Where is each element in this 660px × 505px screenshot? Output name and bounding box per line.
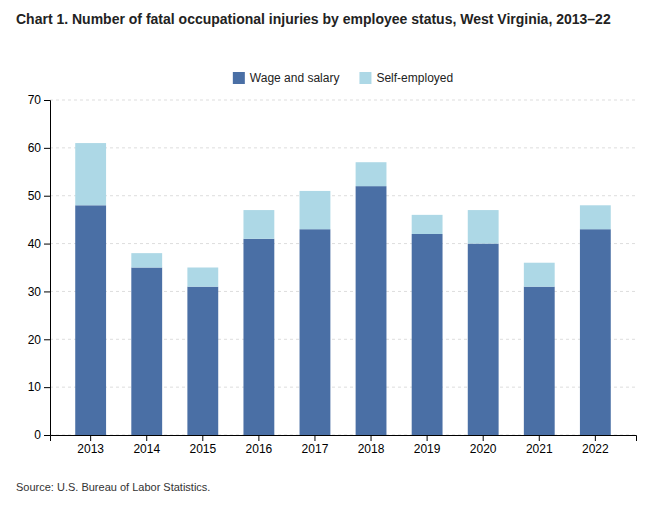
tick-mark <box>483 435 484 441</box>
x-axis: 2013 2014 2015 2016 2017 2018 2019 2020 2021 2022 <box>51 435 637 456</box>
tick-label: 2015 <box>189 442 216 456</box>
tick-mark <box>595 435 596 441</box>
tick-mark <box>44 387 50 388</box>
tick-mark <box>44 148 50 149</box>
series <box>75 186 611 435</box>
tick-mark <box>202 435 203 441</box>
tick: 2013 <box>77 435 104 456</box>
tick-label: 2018 <box>358 442 385 456</box>
bar <box>524 263 555 287</box>
bar <box>243 210 274 239</box>
grid-line <box>50 147 636 148</box>
legend-swatch <box>359 72 371 84</box>
axis-line <box>44 101 51 436</box>
tick-mark <box>44 196 50 197</box>
tick: 2015 <box>189 435 216 456</box>
bars <box>75 143 611 435</box>
axis-line <box>51 436 637 442</box>
title: Chart 1. Number of fatal occupational in… <box>16 11 611 27</box>
tick-label: 2013 <box>77 442 104 456</box>
legend-item: Wage and salary <box>233 71 340 85</box>
legend-label: Self-employed <box>376 71 453 85</box>
tick: 2020 <box>470 435 497 456</box>
bar <box>356 186 387 435</box>
tick-label: 2019 <box>414 442 441 456</box>
tick: 2014 <box>133 435 160 456</box>
bar <box>412 215 443 234</box>
title-line: Chart 1. Number of fatal occupational in… <box>16 11 611 27</box>
bar <box>131 268 162 436</box>
bar <box>412 234 443 435</box>
legend-swatch <box>233 72 245 84</box>
grid-line <box>50 195 636 196</box>
tick-mark <box>539 435 540 441</box>
bar <box>468 244 499 435</box>
tick-label: 10 <box>28 380 42 394</box>
tick-mark <box>44 435 50 436</box>
tick-label: 2017 <box>302 442 329 456</box>
legend-item: Self-employed <box>359 71 453 85</box>
bar <box>356 162 387 186</box>
bar <box>131 253 162 267</box>
bar <box>75 205 106 435</box>
tick: 2019 <box>414 435 441 456</box>
tick-mark <box>146 435 147 441</box>
bar <box>187 268 218 287</box>
plot: 0102030405060702013201420152016201720182… <box>28 93 637 455</box>
bar <box>580 229 611 435</box>
tick-label: 0 <box>34 428 41 442</box>
tick-mark <box>427 435 428 441</box>
bar <box>75 143 106 205</box>
tick-label: 2020 <box>470 442 497 456</box>
tick-mark <box>371 435 372 441</box>
tick: 50 <box>28 189 50 203</box>
bar <box>187 287 218 435</box>
tick: 10 <box>28 380 50 394</box>
legend: Wage and salary Self-employed <box>233 71 453 85</box>
bar <box>300 191 331 229</box>
tick-label: 50 <box>28 189 42 203</box>
tick-mark <box>44 244 50 245</box>
tick-label: 20 <box>28 333 42 347</box>
bar <box>243 239 274 435</box>
bar <box>580 205 611 229</box>
bar <box>468 210 499 244</box>
tick-mark <box>90 435 91 441</box>
tick: 2017 <box>302 435 329 456</box>
tick-label: 70 <box>28 93 42 107</box>
grid-line <box>50 243 636 244</box>
tick: 60 <box>28 141 50 155</box>
tick-mark <box>314 435 315 441</box>
y-axis: 0 10 20 30 40 50 60 70 <box>28 93 51 442</box>
tick-mark <box>44 291 50 292</box>
tick-label: 2022 <box>582 442 609 456</box>
tick: 70 <box>28 93 50 107</box>
tick: 0 <box>34 428 50 442</box>
grid-line <box>50 100 636 101</box>
tick-mark <box>44 339 50 340</box>
tick-mark <box>258 435 259 441</box>
tick-label: 2014 <box>133 442 160 456</box>
tick-label: 30 <box>28 285 42 299</box>
tick-label: 2021 <box>526 442 553 456</box>
bar <box>524 287 555 435</box>
tick: 2018 <box>358 435 385 456</box>
legend-label: Wage and salary <box>250 71 340 85</box>
bar <box>300 229 331 435</box>
tick-mark <box>44 100 50 101</box>
tick-label: 60 <box>28 141 42 155</box>
series <box>75 143 611 287</box>
annotation: Source: U.S. Bureau of Labor Statistics. <box>16 481 210 493</box>
tick: 2021 <box>526 435 553 456</box>
tick: 2016 <box>246 435 273 456</box>
tick-label: 2016 <box>246 442 273 456</box>
tick: 2022 <box>582 435 609 456</box>
tick: 20 <box>28 333 50 347</box>
grid <box>50 100 636 435</box>
tick: 30 <box>28 285 50 299</box>
tick: 40 <box>28 237 50 251</box>
chart: Chart 1. Number of fatal occupational in… <box>0 0 660 505</box>
tick-label: 40 <box>28 237 42 251</box>
